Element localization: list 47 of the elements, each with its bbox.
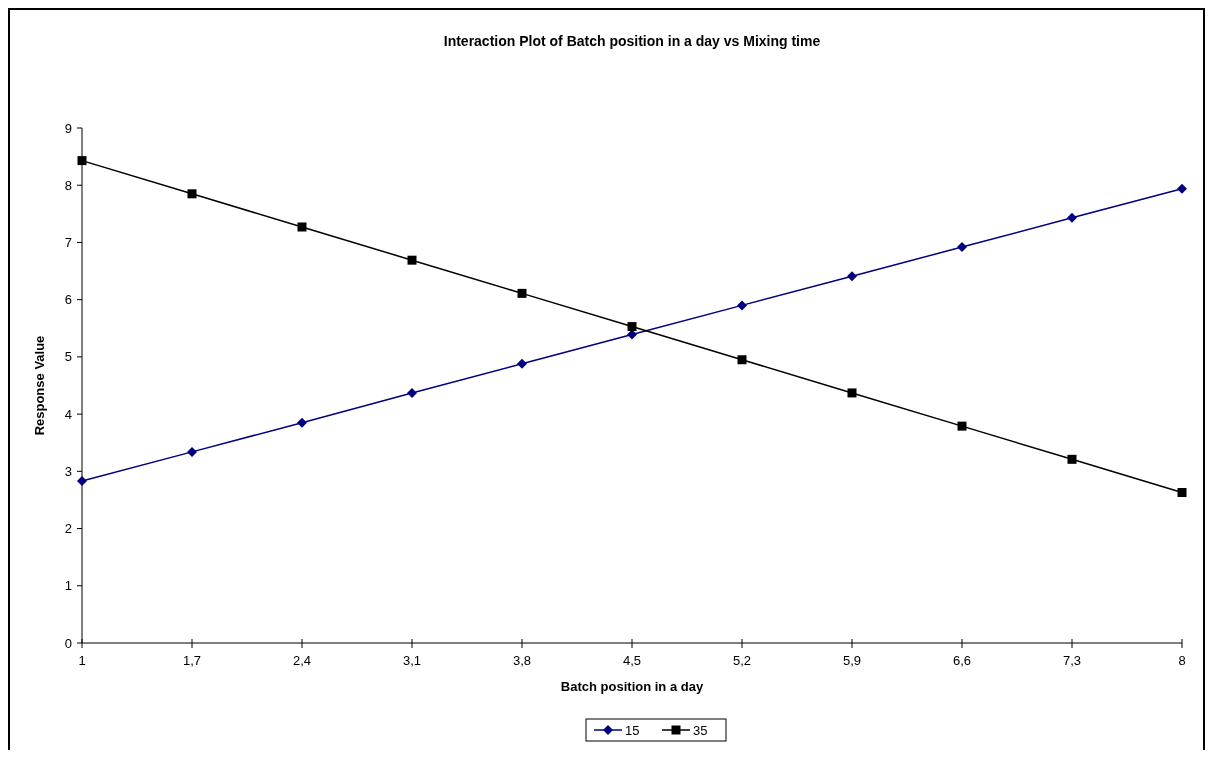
point	[187, 446, 197, 457]
point	[297, 417, 307, 428]
point	[517, 288, 527, 298]
x-tick-label: 8	[1178, 653, 1186, 668]
chart-title: Interaction Plot of Batch position in a day vs Mixing time	[443, 33, 821, 49]
legend-label: 15	[625, 722, 640, 738]
x-tick-label: 6,6	[952, 653, 972, 668]
x-tick-label: 5,2	[732, 653, 752, 668]
y-tick-label: 4	[64, 406, 72, 422]
x-tick-label: 1	[78, 653, 86, 668]
point	[957, 242, 967, 253]
x-tick-label: 7,3	[1062, 653, 1082, 668]
point	[737, 355, 747, 365]
point	[77, 476, 87, 487]
x-tick-label: 3,1	[402, 653, 422, 668]
x-axis-title: Batch position in a day	[560, 679, 704, 694]
point	[627, 322, 637, 332]
point	[407, 387, 417, 398]
point	[187, 189, 197, 199]
point	[847, 271, 857, 282]
y-tick-label: 3	[64, 463, 72, 479]
point	[77, 156, 87, 166]
point	[1177, 183, 1187, 194]
point	[1067, 454, 1077, 464]
point	[957, 421, 967, 431]
y-tick-label: 2	[64, 521, 72, 537]
point	[847, 388, 857, 398]
y-tick-label: 5	[64, 349, 72, 365]
x-tick-label: 1,7	[182, 653, 202, 668]
point	[1067, 212, 1077, 223]
x-tick-label: 2,4	[292, 653, 312, 668]
x-tick-label: 5,9	[842, 653, 862, 668]
x-tick-label: 4,5	[622, 653, 642, 668]
y-tick-label: 9	[64, 120, 72, 136]
point	[517, 358, 527, 369]
y-tick-label: 8	[64, 177, 72, 193]
y-tick-label: 1	[64, 578, 72, 594]
point	[737, 300, 747, 311]
point	[407, 255, 417, 265]
x-tick-label: 3,8	[512, 653, 532, 668]
y-tick-label: 0	[64, 635, 72, 651]
legend-label: 35	[693, 722, 708, 738]
point	[297, 222, 307, 232]
point	[1177, 488, 1187, 498]
y-tick-label: 6	[64, 292, 72, 308]
y-axis-title: Response Value	[32, 335, 47, 436]
y-tick-label: 7	[64, 234, 72, 250]
